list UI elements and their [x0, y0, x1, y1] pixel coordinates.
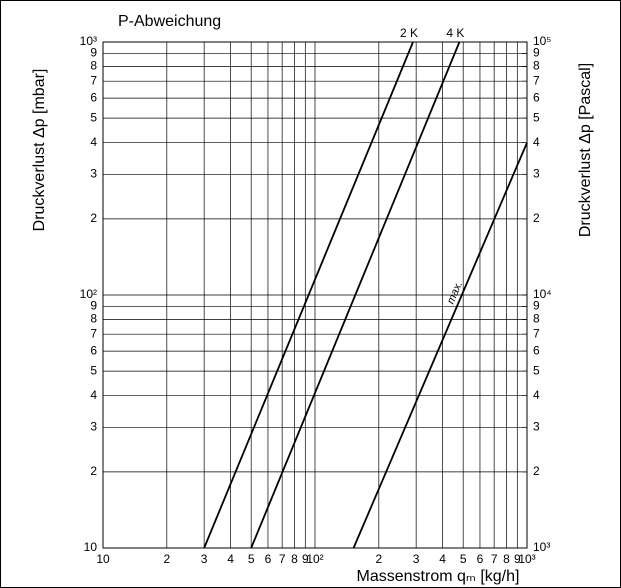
- y2-tick-label: 4: [533, 135, 540, 149]
- y-tick-label: 5: [90, 110, 97, 124]
- y2-tick-label: 9: [533, 46, 540, 60]
- y2-tick-label: 3: [533, 166, 540, 180]
- y2-tick-label: 7: [533, 73, 540, 87]
- y2-tick-label: 10⁴: [533, 287, 552, 301]
- x-tick-label: 2: [375, 552, 382, 566]
- y2-tick-label: 9: [533, 299, 540, 313]
- x-tick-label: 9: [514, 552, 521, 566]
- y-tick-label: 4: [90, 388, 97, 402]
- x-tick-label: 3: [201, 552, 208, 566]
- x-tick-label: 5: [460, 552, 467, 566]
- x-tick-label: 6: [477, 552, 484, 566]
- y2-tick-label: 8: [533, 59, 540, 73]
- x-tick-label: 2: [163, 552, 170, 566]
- y-tick-label: 6: [90, 343, 97, 357]
- x-tick-label: 8: [503, 552, 510, 566]
- y-tick-label: 10²: [80, 287, 97, 301]
- y2-tick-label: 2: [533, 464, 540, 478]
- y-tick-label: 7: [90, 73, 97, 87]
- x-tick-label: 10³: [518, 552, 535, 566]
- x-tick-label: 7: [279, 552, 286, 566]
- curve: [352, 142, 528, 549]
- y-tick-label: 8: [90, 59, 97, 73]
- x-tick-label: 8: [291, 552, 298, 566]
- curve: [250, 41, 461, 549]
- curve: [203, 41, 414, 549]
- y-tick-label: 7: [90, 326, 97, 340]
- y2-tick-label: 7: [533, 326, 540, 340]
- y-tick-label: 4: [90, 135, 97, 149]
- y2-axis-label: Druckverlust Δp [Pascal]: [577, 63, 594, 237]
- curve-label: 4 K: [446, 26, 464, 40]
- y-tick-label: 10: [84, 540, 98, 554]
- x-tick-label: 4: [227, 552, 234, 566]
- y-tick-label: 3: [90, 166, 97, 180]
- y2-tick-label: 10⁵: [533, 34, 551, 48]
- y2-tick-label: 8: [533, 312, 540, 326]
- y2-tick-label: 6: [533, 90, 540, 104]
- y-tick-label: 3: [90, 419, 97, 433]
- y-tick-label: 2: [90, 464, 97, 478]
- y-tick-label: 9: [90, 46, 97, 60]
- y-tick-label: 5: [90, 363, 97, 377]
- y2-tick-label: 4: [533, 388, 540, 402]
- y2-tick-label: 3: [533, 419, 540, 433]
- x-tick-label: 3: [413, 552, 420, 566]
- y-axis-label: Druckverlust Δp [mbar]: [31, 69, 48, 232]
- y2-tick-label: 6: [533, 343, 540, 357]
- y2-tick-label: 2: [533, 211, 540, 225]
- x-tick-label: 5: [248, 552, 255, 566]
- x-axis-label: Massenstrom qₘ [kg/h]: [357, 568, 520, 585]
- x-tick-label: 9: [302, 552, 309, 566]
- x-tick-label: 10: [96, 552, 110, 566]
- y-tick-label: 8: [90, 312, 97, 326]
- x-tick-label: 10²: [306, 552, 323, 566]
- x-tick-label: 4: [439, 552, 446, 566]
- chart-title: P-Abweichung: [118, 13, 221, 30]
- y2-tick-label: 5: [533, 110, 540, 124]
- y-tick-label: 10³: [80, 34, 97, 48]
- y-tick-label: 6: [90, 90, 97, 104]
- y-tick-label: 9: [90, 299, 97, 313]
- y2-tick-label: 10³: [533, 540, 550, 554]
- y2-tick-label: 5: [533, 363, 540, 377]
- curve-label: 2 K: [400, 26, 418, 40]
- x-tick-label: 6: [265, 552, 272, 566]
- y-tick-label: 2: [90, 211, 97, 225]
- x-tick-label: 7: [491, 552, 498, 566]
